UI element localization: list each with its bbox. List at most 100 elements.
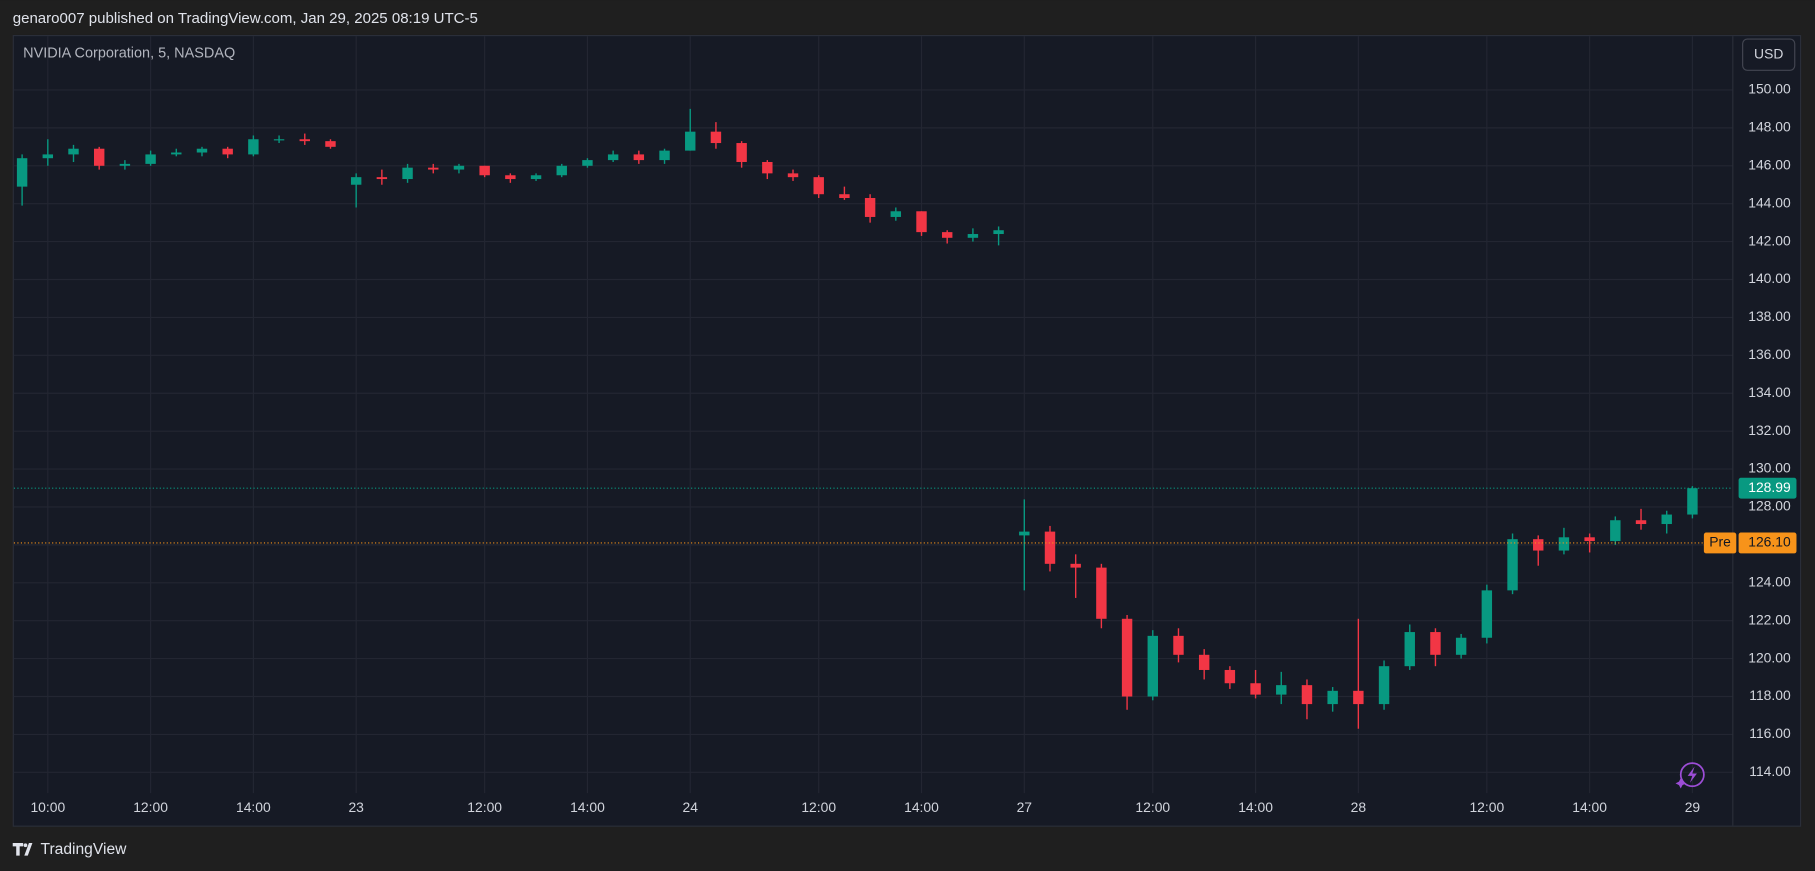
candle-body bbox=[1533, 539, 1544, 551]
candle-body bbox=[1481, 590, 1493, 638]
candle-body bbox=[1635, 520, 1647, 525]
symbol-legend: NVIDIA Corporation, 5, NASDAQ bbox=[23, 45, 235, 61]
candle-body bbox=[839, 194, 850, 199]
x-tick-label: 14:00 bbox=[1238, 799, 1273, 815]
candle-body bbox=[890, 211, 902, 217]
candle-body bbox=[222, 148, 233, 155]
candle-body bbox=[607, 154, 619, 161]
x-tick-label: 12:00 bbox=[1469, 799, 1504, 815]
x-tick-label: 14:00 bbox=[904, 799, 939, 815]
candle-body bbox=[453, 165, 465, 170]
candle-body bbox=[42, 154, 54, 159]
candle-body bbox=[659, 150, 670, 161]
candle-body bbox=[993, 230, 1004, 235]
premarket-tag-label: Pre bbox=[1709, 534, 1731, 550]
candle-body bbox=[1250, 683, 1261, 695]
y-tick-label: 138.00 bbox=[1748, 308, 1791, 324]
x-tick-label: 14:00 bbox=[1572, 799, 1607, 815]
x-tick-label: 12:00 bbox=[133, 799, 168, 815]
candle-body bbox=[1301, 685, 1313, 705]
x-tick-label: 23 bbox=[348, 799, 364, 815]
y-tick-label: 118.00 bbox=[1749, 687, 1791, 703]
y-tick-label: 136.00 bbox=[1748, 346, 1791, 362]
overlay: 114.00 116.00 118.00 120.00 122.00 124.00 126.… bbox=[13, 81, 1797, 815]
y-tick-label: 150.00 bbox=[1748, 81, 1791, 97]
candle-body bbox=[1507, 539, 1518, 591]
y-tick-label: 134.00 bbox=[1748, 384, 1791, 400]
x-tick-label: 12:00 bbox=[801, 799, 836, 815]
y-tick-label: 130.00 bbox=[1748, 460, 1791, 476]
brand-logo[interactable] bbox=[12, 842, 33, 856]
y-tick-label: 142.00 bbox=[1748, 232, 1791, 248]
candle-body bbox=[171, 152, 182, 155]
currency-button[interactable] bbox=[1742, 38, 1796, 71]
candle-body bbox=[1610, 520, 1621, 542]
y-tick-label: 148.00 bbox=[1748, 119, 1791, 135]
y-tick-label: 144.00 bbox=[1748, 194, 1791, 210]
brand-name[interactable]: TradingView bbox=[41, 841, 128, 858]
y-tick-label: 132.00 bbox=[1748, 422, 1791, 438]
candle-body bbox=[1404, 632, 1415, 667]
candle-body bbox=[1661, 514, 1672, 525]
candle-body bbox=[1198, 654, 1210, 670]
candle-body bbox=[402, 167, 413, 180]
candle-body bbox=[376, 177, 388, 180]
candle-body bbox=[325, 141, 336, 147]
premarket-tag bbox=[1703, 532, 1737, 554]
candle-body bbox=[350, 177, 362, 185]
y-tick-label: 116.00 bbox=[1749, 725, 1791, 741]
last-price-badge bbox=[1738, 477, 1797, 499]
y-tick-label: 128.00 bbox=[1748, 498, 1791, 514]
candle-body bbox=[196, 148, 208, 153]
candle-body bbox=[1430, 632, 1441, 655]
candle-body bbox=[1044, 531, 1056, 564]
x-tick-label: 10:00 bbox=[30, 799, 65, 815]
candle-body bbox=[762, 161, 773, 174]
candle-body bbox=[1096, 567, 1107, 619]
candle-body bbox=[710, 131, 722, 144]
candle-body bbox=[248, 139, 259, 155]
candle-body bbox=[1070, 563, 1081, 568]
candle-body bbox=[273, 139, 285, 141]
candle-body bbox=[530, 175, 542, 180]
candle-body bbox=[145, 154, 156, 164]
candle-body bbox=[736, 143, 747, 162]
x-tick-label: 28 bbox=[1351, 799, 1367, 815]
candle-body bbox=[505, 175, 516, 180]
y-tick-label: 120.00 bbox=[1748, 649, 1791, 665]
candle-body bbox=[1121, 618, 1133, 697]
currency-label[interactable]: USD bbox=[1754, 45, 1783, 61]
y-tick-label: 140.00 bbox=[1748, 270, 1791, 286]
lightning-icon[interactable] bbox=[1675, 762, 1705, 789]
candle-body bbox=[1173, 635, 1184, 655]
x-tick-label: 12:00 bbox=[467, 799, 502, 815]
candle-body bbox=[1327, 690, 1338, 705]
candle-body bbox=[685, 131, 696, 151]
candle-body bbox=[813, 177, 824, 195]
candle-body bbox=[941, 232, 953, 238]
publish-header: genaro007 published on TradingView.com, … bbox=[13, 10, 478, 27]
candle-body bbox=[864, 198, 876, 217]
y-tick-label: 124.00 bbox=[1748, 573, 1791, 589]
candle-body bbox=[1019, 531, 1030, 536]
candle-body bbox=[428, 167, 439, 170]
x-tick-label: 12:00 bbox=[1135, 799, 1170, 815]
candle-body bbox=[582, 160, 593, 166]
candle-body bbox=[1687, 488, 1698, 515]
x-tick-label: 27 bbox=[1017, 799, 1033, 815]
x-tick-label: 24 bbox=[683, 799, 699, 815]
candle-body bbox=[916, 211, 927, 233]
candle-body bbox=[1224, 669, 1236, 684]
candle-body bbox=[68, 148, 79, 155]
candle-body bbox=[967, 234, 979, 238]
candle-body bbox=[1584, 537, 1595, 542]
y-tick-label: 122.00 bbox=[1748, 611, 1791, 627]
candle-body bbox=[1147, 635, 1158, 697]
x-tick-label: 29 bbox=[1685, 799, 1701, 815]
candle-body bbox=[1558, 537, 1570, 551]
candles bbox=[16, 108, 1698, 729]
candle-body bbox=[93, 148, 105, 166]
candle-body bbox=[556, 165, 567, 176]
